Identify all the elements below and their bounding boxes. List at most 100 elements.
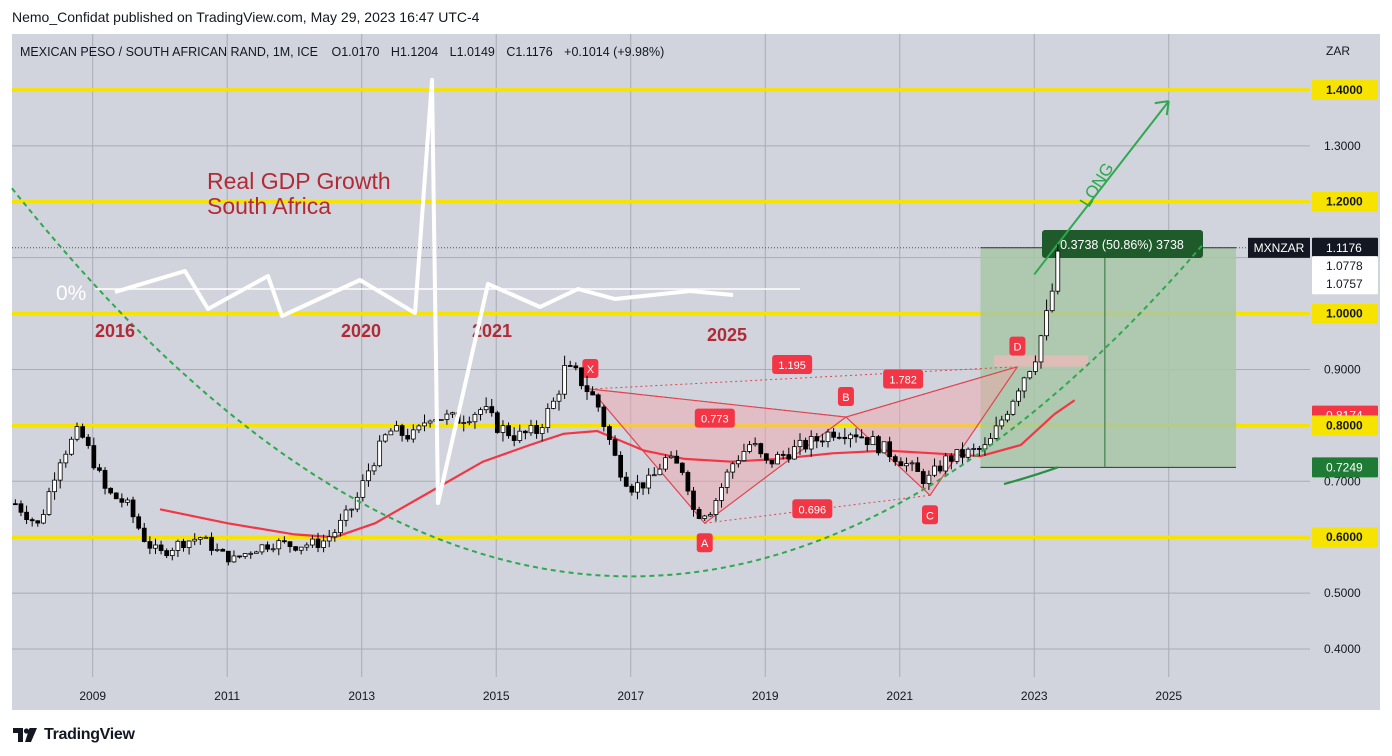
candle-body — [848, 434, 853, 440]
harmonic-pattern[interactable]: X A B C D 0.773 1.195 0.696 1.782 — [582, 336, 1089, 553]
candle-body — [640, 482, 646, 489]
candle-body — [909, 462, 915, 465]
candle-body — [831, 431, 836, 438]
candle-body — [971, 448, 977, 450]
pattern-point-badge — [1009, 336, 1026, 356]
candle-body — [371, 465, 377, 472]
candle-body — [803, 439, 808, 450]
candle-body — [181, 540, 186, 548]
candle-body — [175, 540, 181, 551]
footer-brand: TradingView — [44, 726, 135, 743]
candle-body — [853, 434, 859, 438]
legend-low: 1.0149 — [457, 45, 495, 59]
candle-body — [1044, 310, 1049, 337]
candle-body — [186, 540, 192, 548]
candle-body — [41, 514, 46, 524]
legend-low-label: L — [450, 45, 457, 59]
price-label-box — [1312, 457, 1378, 478]
candle-body — [792, 446, 797, 460]
pattern-point-label: X — [587, 364, 595, 376]
green-support-stroke — [1003, 466, 1059, 486]
candle-body — [52, 479, 57, 493]
candle-body — [534, 425, 539, 434]
candle-body — [764, 453, 769, 461]
candle-body — [57, 462, 63, 481]
price-tick-label: 0.5000 — [1324, 586, 1361, 600]
pattern-ratio-badge — [694, 408, 735, 428]
pattern-point-label: D — [1013, 342, 1021, 354]
candle-body — [719, 487, 724, 501]
candle-body — [461, 422, 467, 424]
gdp-growth-line — [114, 78, 734, 505]
time-tick-label: 2021 — [886, 689, 913, 703]
price-label-box — [1312, 256, 1378, 277]
price-label-box — [1312, 527, 1378, 548]
candle-body — [237, 555, 242, 558]
pattern-point-badge — [696, 533, 713, 553]
candle-body — [976, 448, 982, 450]
candle-body — [629, 485, 635, 493]
candle-body — [618, 454, 624, 478]
candle-body — [567, 365, 573, 367]
time-tick-label: 2009 — [79, 689, 106, 703]
candle-body — [276, 540, 282, 550]
candle-body — [343, 509, 349, 521]
candle-body — [293, 546, 298, 551]
candle-body — [556, 393, 562, 402]
candle-body — [225, 550, 231, 563]
legend-close-label: C — [506, 45, 515, 59]
candle-body — [551, 400, 556, 409]
moving-average-line — [159, 413, 1056, 539]
long-arrow-line — [1033, 100, 1170, 276]
candle-body — [707, 514, 713, 517]
candle-body — [321, 540, 326, 548]
price-label-box — [1312, 237, 1378, 258]
pattern-ratio-label: 0.696 — [799, 504, 827, 516]
candle-body — [623, 476, 629, 487]
pattern-ratio-badge — [772, 355, 813, 375]
candle-body — [326, 536, 332, 542]
candle-body — [735, 460, 741, 465]
candle-body — [24, 511, 29, 521]
price-label: 0.7249 — [1326, 460, 1363, 474]
candle-body — [113, 492, 119, 500]
candle-body — [511, 435, 517, 441]
time-tick-label: 2013 — [348, 689, 375, 703]
price-label: 1.2000 — [1326, 195, 1363, 209]
candle-body — [259, 544, 265, 553]
candle-body — [943, 455, 949, 472]
candle-body — [668, 455, 674, 459]
candle-body — [808, 436, 814, 450]
candle-body — [377, 440, 383, 467]
candle-body — [46, 491, 52, 515]
candle-body — [253, 551, 259, 554]
moving-average — [159, 399, 1076, 539]
candle-body — [691, 490, 696, 510]
candle-body — [965, 448, 971, 458]
candle-body — [147, 541, 153, 549]
candle-body — [102, 469, 108, 489]
candle-body — [920, 471, 926, 485]
gdp-year-2025: 2025 — [707, 325, 747, 345]
price-axis-background — [1310, 34, 1380, 677]
legend-symbol: MEXICAN PESO / SOUTH AFRICAN RAND, 1M, I… — [20, 45, 318, 59]
legend-open: 1.0170 — [341, 45, 379, 59]
legend-close: 1.1176 — [515, 45, 552, 59]
time-tick-label: 2015 — [483, 689, 510, 703]
candle-body — [63, 453, 69, 464]
candle-body — [948, 455, 954, 462]
candle-body — [197, 537, 203, 540]
candle-body — [265, 544, 270, 550]
candle-body — [562, 365, 567, 395]
candle-body — [315, 538, 321, 548]
candle-body — [1021, 377, 1027, 392]
symbol-tag-box — [1248, 237, 1310, 258]
candle-body — [287, 541, 293, 547]
candle-body — [119, 498, 125, 503]
candle-body — [752, 443, 758, 446]
candle-body — [1027, 371, 1033, 379]
price-label: 1.0778 — [1326, 259, 1363, 273]
price-label-box — [1312, 191, 1378, 212]
candle-body — [954, 449, 960, 462]
